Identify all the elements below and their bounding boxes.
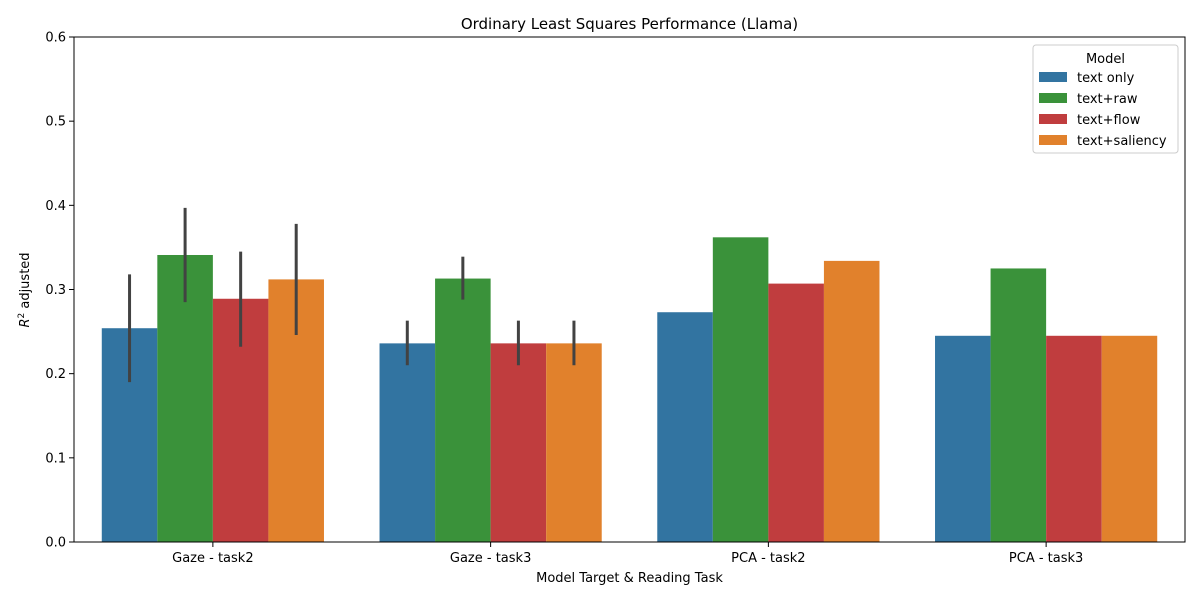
plot-area: 0.0 0.1 0.2 0.3 0.4 0.5 0.6 Gaze - task2 Gaze - … (45, 31, 1186, 566)
bar (712, 237, 769, 543)
y-tick-label: 0.3 (45, 283, 66, 298)
bar (490, 343, 547, 542)
legend-swatch (1039, 114, 1067, 124)
bar (990, 268, 1047, 542)
bar (546, 343, 602, 542)
legend-swatch (1039, 72, 1067, 82)
bar (157, 254, 213, 542)
bar (1046, 335, 1102, 542)
y-axis-label: R2 adjusted (17, 252, 33, 327)
bar (1101, 335, 1158, 542)
bar (823, 260, 880, 542)
bar (768, 283, 824, 542)
y-tick-label: 0.5 (45, 115, 66, 130)
legend-swatch (1039, 93, 1067, 103)
legend-label: text+saliency (1077, 134, 1167, 149)
y-tick-label: 0.1 (45, 451, 66, 466)
legend-label: text+raw (1077, 92, 1138, 107)
legend-swatch (1039, 135, 1067, 145)
bar (435, 278, 491, 542)
x-tick-label: Gaze - task2 (172, 551, 253, 566)
legend-label: text+flow (1077, 113, 1141, 128)
x-tick-label: PCA - task2 (731, 551, 805, 566)
x-tick-label: PCA - task3 (1009, 551, 1083, 566)
y-tick-label: 0.4 (45, 199, 66, 214)
legend-box (1032, 44, 1179, 154)
bar (657, 312, 713, 542)
y-tick-label: 0.6 (45, 31, 66, 46)
y-tick-label: 0.2 (45, 367, 66, 382)
bar (935, 335, 991, 542)
x-axis-label: Model Target & Reading Task (536, 571, 723, 586)
legend: Model text only text+raw text+flow text+sali… (1032, 44, 1179, 154)
bar (379, 343, 436, 542)
legend-title: Model (1086, 52, 1125, 67)
y-tick-label: 0.0 (45, 536, 66, 551)
legend-label: text only (1077, 71, 1135, 86)
chart-title: Ordinary Least Squares Performance (Llam… (461, 15, 798, 33)
x-tick-label: Gaze - task3 (450, 551, 531, 566)
